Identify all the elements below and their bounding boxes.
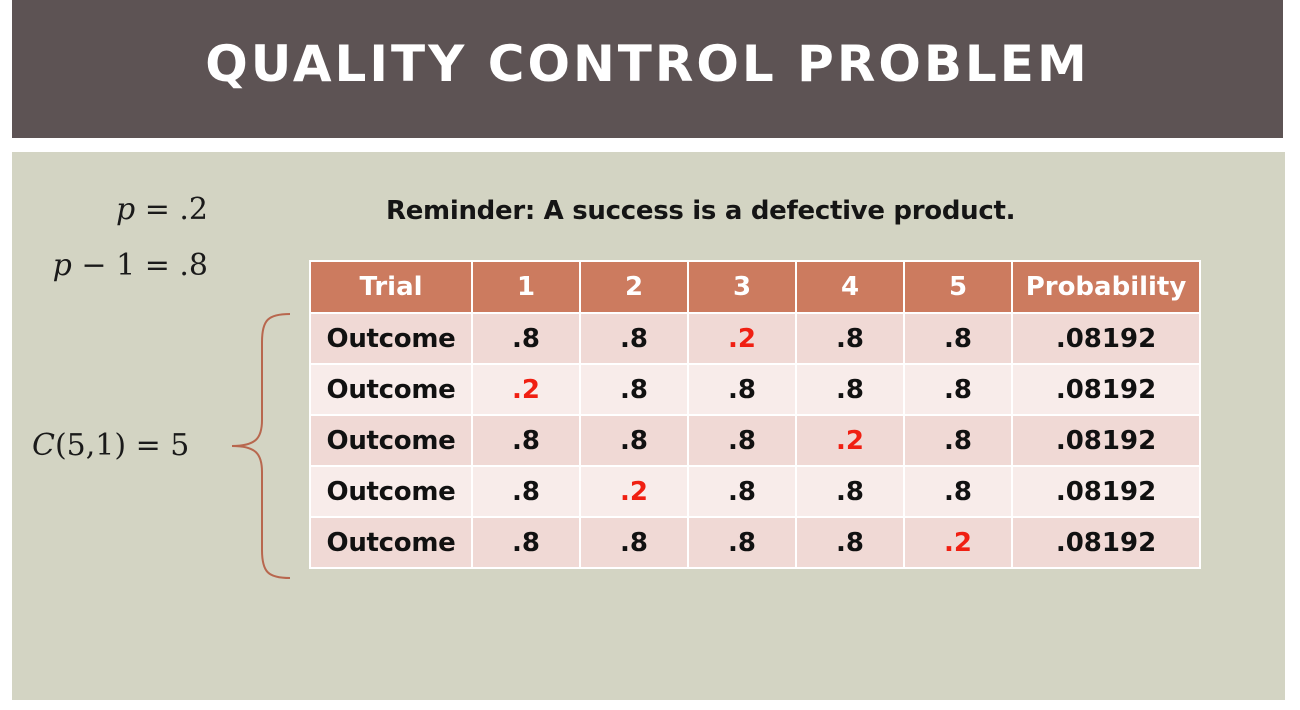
success-cell: .2 [687,312,797,365]
curly-brace-icon [231,313,291,579]
header-probability: Probability [1011,260,1201,314]
probability-cell: .08192 [1011,414,1201,467]
probability-cell: .08192 [1011,516,1201,569]
outcome-cell: .8 [471,414,581,467]
table-body: Outcome .8.8.2.8.8.08192 Outcome .2.8.8.8.8… [309,312,1201,569]
outcome-cell: .8 [687,516,797,569]
outcome-cell: .8 [903,312,1013,365]
table-row: Outcome .8.2.8.8.8.08192 [309,465,1201,518]
success-cell: .2 [903,516,1013,569]
table-row: Outcome .8.8.8.8.2.08192 [309,516,1201,569]
outcome-cell: .8 [795,312,905,365]
equation-p-var: p [115,192,136,227]
outcome-cell: .8 [579,363,689,416]
equation-q-rhs: − 1 = .8 [71,248,208,283]
reminder-text: Reminder: A success is a defective produ… [386,196,1016,226]
outcome-cell: .8 [795,465,905,518]
outcome-cell: .8 [471,312,581,365]
row-label: Outcome [309,363,473,416]
outcome-cell: .8 [903,414,1013,467]
table-row: Outcome .2.8.8.8.8.08192 [309,363,1201,416]
row-label: Outcome [309,516,473,569]
outcome-cell: .8 [579,312,689,365]
row-label: Outcome [309,414,473,467]
header-trial-2: 2 [579,260,689,314]
outcome-cell: .8 [903,363,1013,416]
title-bar: QUALITY CONTROL PROBLEM [12,0,1283,138]
success-cell: .2 [471,363,581,416]
row-label: Outcome [309,312,473,365]
equation-q-var: p [52,248,72,283]
outcome-cell: .8 [795,363,905,416]
outcome-cell: .8 [687,414,797,467]
slide-title: QUALITY CONTROL PROBLEM [205,35,1090,93]
header-trial-4: 4 [795,260,905,314]
header-trial-5: 5 [903,260,1013,314]
equation-p: p = .2 [116,192,208,227]
table-header-row: Trial 1 2 3 4 5 Probability [309,260,1201,314]
equation-combination-var: C [32,428,55,463]
header-trial-3: 3 [687,260,797,314]
outcome-cell: .8 [579,414,689,467]
header-trial-1: 1 [471,260,581,314]
outcome-cell: .8 [471,465,581,518]
outcome-cell: .8 [903,465,1013,518]
outcome-cell: .8 [795,516,905,569]
equation-combination: C(5,1) = 5 [32,428,189,463]
trial-table: Trial 1 2 3 4 5 Probability Outcome .8.8.2.8.8.… [309,260,1201,569]
outcome-cell: .8 [687,363,797,416]
success-cell: .2 [579,465,689,518]
outcome-cell: .8 [579,516,689,569]
probability-cell: .08192 [1011,312,1201,365]
equation-p-rhs: = .2 [135,192,208,227]
success-cell: .2 [795,414,905,467]
equation-q: p − 1 = .8 [53,248,208,283]
row-label: Outcome [309,465,473,518]
probability-cell: .08192 [1011,363,1201,416]
outcome-cell: .8 [687,465,797,518]
equation-combination-rhs: (5,1) = 5 [54,428,190,463]
table-row: Outcome .8.8.8.2.8.08192 [309,414,1201,467]
header-trial: Trial [309,260,473,314]
outcome-cell: .8 [471,516,581,569]
probability-cell: .08192 [1011,465,1201,518]
table-row: Outcome .8.8.2.8.8.08192 [309,312,1201,365]
